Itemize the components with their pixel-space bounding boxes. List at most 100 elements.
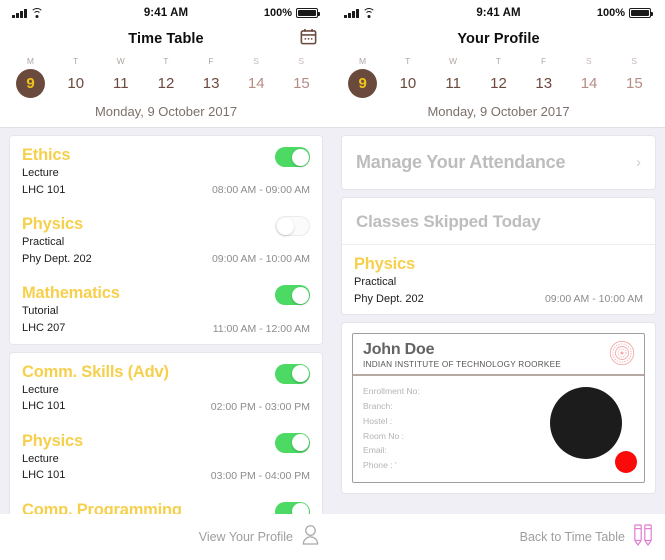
class-room: LHC 207 <box>22 322 66 334</box>
id-field-enrollment: Enrollment No: <box>363 386 420 397</box>
student-name: John Doe <box>363 341 435 359</box>
status-time: 9:41 AM <box>143 7 189 19</box>
class-row[interactable]: Physics Practical Phy Dept. 202 09:00 AM… <box>10 205 322 274</box>
attendance-toggle[interactable] <box>275 363 310 384</box>
day-number[interactable]: 11 <box>113 75 129 92</box>
view-profile-label: View Your Profile <box>198 530 293 544</box>
class-room: Phy Dept. 202 <box>22 252 92 265</box>
attendance-toggle[interactable] <box>275 285 310 306</box>
avatar <box>550 387 622 460</box>
id-card-frame: John Doe INDIAN INSTITUTE OF TECHNOLOGY … <box>352 333 645 483</box>
status-time: 9:41 AM <box>476 7 521 19</box>
footer-left[interactable]: View Your Profile <box>0 514 332 560</box>
class-row[interactable]: Comp. Programming Lecture LHC 101 04:00 … <box>10 491 322 514</box>
page-title: Time Table <box>128 31 204 47</box>
day-cell-monday[interactable]: M 9 <box>8 56 53 98</box>
attendance-toggle[interactable] <box>275 216 310 237</box>
class-row[interactable]: Comm. Skills (Adv) Lecture LHC 101 02:00… <box>10 353 322 422</box>
class-row[interactable]: Physics Lecture LHC 101 03:00 PM - 04:00… <box>10 422 322 491</box>
id-card-header: John Doe INDIAN INSTITUTE OF TECHNOLOGY … <box>353 334 644 377</box>
class-name: Comp. Programming <box>22 500 182 514</box>
battery-percent: 100% <box>596 7 625 19</box>
day-letter: T <box>163 56 169 66</box>
nav-bar-right: Your Profile <box>332 26 665 52</box>
day-number[interactable]: 10 <box>399 75 417 92</box>
class-type: Lecture <box>22 452 59 465</box>
selected-date-label: Monday, 9 October 2017 <box>427 104 570 119</box>
day-cell-tuesday[interactable]: T 10 <box>385 56 430 98</box>
day-cell-wednesday[interactable]: W 11 <box>431 56 476 98</box>
class-time: 08:00 AM - 09:00 AM <box>211 184 310 197</box>
institute-seal-icon <box>609 340 635 366</box>
pens-icon[interactable] <box>633 523 653 552</box>
class-room: LHC 101 <box>22 469 66 482</box>
day-number[interactable]: 14 <box>580 75 598 92</box>
class-name: Physics <box>22 215 83 234</box>
calendar-icon[interactable] <box>299 27 318 51</box>
day-letter: S <box>586 56 593 66</box>
week-day-selector-left[interactable]: M 9 T 10 W 11 T 12 F 13 S 14 <box>0 52 332 98</box>
day-cell-wednesday[interactable]: W 11 <box>98 56 143 98</box>
id-field-hostel: Hostel : <box>363 415 393 426</box>
week-day-selector-right[interactable]: M 9 T 10 W 11 T 12 F 13 S 14 <box>332 52 665 98</box>
day-cell-monday[interactable]: M 9 <box>340 56 385 98</box>
day-cell-friday[interactable]: F 13 <box>189 56 234 98</box>
day-cell-friday[interactable]: F 13 <box>521 56 566 98</box>
wifi-icon <box>362 8 376 18</box>
day-number[interactable]: 12 <box>490 75 507 92</box>
wifi-icon <box>30 8 44 18</box>
id-card-body: Enrollment No: Branch: Hostel : Room No … <box>353 376 644 482</box>
chevron-right-icon: › <box>636 154 641 171</box>
day-number[interactable]: 13 <box>202 75 220 92</box>
status-bar-left: 9:41 AM 100% <box>0 0 332 26</box>
attendance-toggle[interactable] <box>275 147 310 167</box>
selected-date-label: Monday, 9 October 2017 <box>94 104 238 119</box>
day-number[interactable]: 14 <box>247 75 265 92</box>
class-time: 11:00 AM - 12:00 AM <box>212 322 310 335</box>
class-row[interactable]: Mathematics Tutorial LHC 207 11:00 AM - … <box>10 274 322 343</box>
manage-attendance-label: Manage Your Attendance <box>356 152 566 172</box>
class-name: Ethics <box>22 146 71 164</box>
section-heading: Classes Skipped Today <box>356 212 541 231</box>
student-id-card[interactable]: John Doe INDIAN INSTITUTE OF TECHNOLOGY … <box>342 323 655 493</box>
day-cell-sunday[interactable]: S 15 <box>612 56 657 98</box>
institute-name: INDIAN INSTITUTE OF TECHNOLOGY ROORKEE <box>363 360 561 370</box>
day-number[interactable]: 10 <box>67 75 85 92</box>
nav-bar-left: Time Table <box>0 26 332 52</box>
profile-icon[interactable] <box>301 524 320 550</box>
status-left-group <box>344 8 376 18</box>
status-badge <box>615 450 637 473</box>
class-row[interactable]: Ethics Lecture LHC 101 08:00 AM - 09:00 … <box>10 136 322 205</box>
id-field-room: Room No : <box>363 430 405 441</box>
divider <box>0 127 332 128</box>
day-cell-saturday[interactable]: S 14 <box>234 56 279 98</box>
attendance-toggle[interactable] <box>275 432 310 453</box>
class-time: 09:00 AM - 10:00 AM <box>211 253 310 266</box>
day-number[interactable]: 15 <box>625 75 643 92</box>
day-letter: M <box>26 56 35 66</box>
manage-attendance-button[interactable]: Manage Your Attendance › <box>342 136 655 189</box>
day-number[interactable]: 11 <box>445 75 461 92</box>
day-cell-tuesday[interactable]: T 10 <box>53 56 98 98</box>
day-number[interactable]: 13 <box>535 75 553 92</box>
day-cell-thursday[interactable]: T 12 <box>476 56 521 98</box>
footer-right[interactable]: Back to Time Table <box>332 514 665 560</box>
battery-percent: 100% <box>263 7 292 19</box>
day-cell-thursday[interactable]: T 12 <box>143 56 188 98</box>
day-number[interactable]: 15 <box>293 75 310 92</box>
day-number[interactable]: 12 <box>157 75 175 92</box>
classes-skipped-section: Classes Skipped Today Physics Practical … <box>342 198 655 315</box>
day-letter: S <box>253 56 260 66</box>
time-table-list[interactable]: Ethics Lecture LHC 101 08:00 AM - 09:00 … <box>0 128 332 514</box>
status-right-group: 100% <box>263 7 320 19</box>
class-type: Lecture <box>22 383 59 396</box>
class-row[interactable]: Physics Practical Phy Dept. 202 09:00 AM… <box>342 245 655 314</box>
profile-content[interactable]: Manage Your Attendance › Classes Skipped… <box>332 128 665 514</box>
day-number[interactable]: 9 <box>16 69 46 98</box>
back-to-timetable-label: Back to Time Table <box>519 530 625 544</box>
day-cell-saturday[interactable]: S 14 <box>566 56 611 98</box>
attendance-toggle[interactable] <box>275 501 310 514</box>
day-number[interactable]: 9 <box>348 69 378 98</box>
day-cell-sunday[interactable]: S 15 <box>279 56 324 98</box>
